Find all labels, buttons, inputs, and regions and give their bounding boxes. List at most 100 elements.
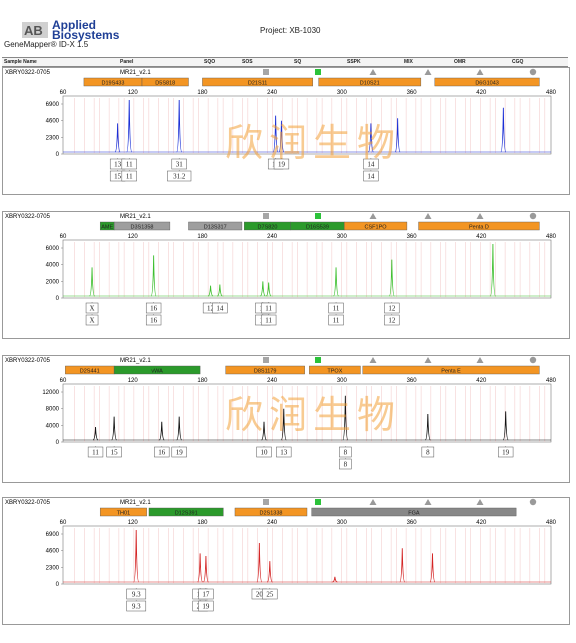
panel-name: MR21_v2.1 <box>120 214 151 220</box>
peak <box>176 416 183 441</box>
quality-flag-triangle-icon <box>369 499 377 505</box>
peak <box>399 548 406 583</box>
col-sspk: SSPK <box>347 59 361 65</box>
y-tick-label: 4000 <box>46 263 60 269</box>
allele-call-label: 19 <box>502 449 510 457</box>
y-tick-label: 0 <box>56 152 60 158</box>
quality-flag-triangle-icon <box>476 357 484 363</box>
col-panel: Panel <box>120 59 134 65</box>
quality-flag-triangle-icon <box>424 357 432 363</box>
allele-call-label: 14 <box>367 161 375 169</box>
x-tick-label: 420 <box>476 378 487 384</box>
x-tick-label: 180 <box>197 378 208 384</box>
x-tick-label: 60 <box>60 520 67 526</box>
allele-call-label: 19 <box>278 161 286 169</box>
y-tick-label: 8000 <box>46 407 60 413</box>
column-header-bar: Sample Name Panel SQO SOS SQ SSPK MIX OM… <box>2 57 568 67</box>
allele-call-label: 31.2 <box>173 173 186 181</box>
allele-call-label: 8 <box>344 449 348 457</box>
allele-call-label: 15 <box>111 449 119 457</box>
allele-call-label: 11 <box>265 317 272 325</box>
locus-bar <box>309 365 361 375</box>
peak <box>280 408 287 441</box>
allele-call-label: 11 <box>126 161 133 169</box>
x-tick-label: 360 <box>407 90 418 96</box>
peak <box>92 426 99 441</box>
peak <box>159 421 165 441</box>
allele-call-label: 16 <box>150 305 158 313</box>
locus-bar <box>362 365 540 375</box>
x-tick-label: 300 <box>337 234 348 240</box>
panel-plot-svg: XBRY0322-0705 MR21_v2.1 D19S433 D5S818 D21S1… <box>5 68 557 182</box>
peak <box>197 553 204 583</box>
allele-call-label: 25 <box>266 591 274 599</box>
peak <box>502 411 509 441</box>
y-tick-label: 4000 <box>46 423 60 429</box>
brand-name: Applied Biosystems <box>52 18 119 41</box>
peak <box>256 542 263 583</box>
peak <box>267 561 273 583</box>
quality-flag-triangle-icon <box>369 213 377 219</box>
quality-flag-triangle-icon <box>476 69 484 75</box>
applied-biosystems-logo-icon: AB <box>22 22 48 38</box>
peak <box>89 267 95 297</box>
x-tick-label: 480 <box>546 234 557 240</box>
peak <box>260 281 266 297</box>
allele-call-label: 11 <box>126 173 133 181</box>
peak <box>114 123 121 153</box>
brand-line1: Applied <box>52 18 96 32</box>
peak <box>207 285 214 297</box>
allele-call-label: 11 <box>92 449 99 457</box>
allele-call-label: 14 <box>367 173 375 181</box>
quality-flag-triangle-icon <box>369 357 377 363</box>
locus-label: Penta E <box>441 369 461 375</box>
quality-flag-green-icon <box>315 213 321 219</box>
y-tick-label: 0 <box>56 582 60 588</box>
y-tick-label: 6000 <box>46 246 60 252</box>
project-title: Project: XB-1030 <box>260 26 321 35</box>
quality-flag-circle-icon <box>529 498 537 506</box>
locus-label: D8S1179 <box>254 369 277 375</box>
peak <box>111 416 118 441</box>
locus-label: CSF1PO <box>365 225 388 231</box>
quality-flag-gray-icon <box>263 213 269 219</box>
locus-label: D6G1043 <box>475 81 499 87</box>
panel-name: MR21_v2.1 <box>120 500 151 506</box>
peak <box>394 118 401 153</box>
x-tick-label: 240 <box>267 378 278 384</box>
x-tick-label: 180 <box>197 90 208 96</box>
locus-bar <box>113 365 201 375</box>
electropherogram-panel-black: XBRY0322-0705 MR21_v2.1 D2S441 vWA D8S1179 TP… <box>2 355 570 483</box>
x-tick-label: 360 <box>407 378 418 384</box>
allele-call-label: 14 <box>216 305 224 313</box>
locus-label: D12S391 <box>175 511 198 517</box>
locus-label: D3S1358 <box>131 225 154 231</box>
quality-flag-green-icon <box>315 357 321 363</box>
x-tick-label: 60 <box>60 378 67 384</box>
peak <box>388 259 395 297</box>
y-tick-label: 2300 <box>46 135 60 141</box>
svg-text:AB: AB <box>24 23 43 38</box>
locus-bar <box>113 221 171 231</box>
x-tick-label: 480 <box>546 520 557 526</box>
locus-bar <box>99 507 147 517</box>
x-tick-label: 420 <box>476 90 487 96</box>
locus-bar <box>141 77 189 87</box>
allele-call-label: 13 <box>114 161 122 169</box>
x-tick-label: 120 <box>128 234 139 240</box>
locus-label: D10S21 <box>360 81 380 87</box>
col-sqo: SQO <box>204 59 216 65</box>
watermark-bottom: 欣润生物 <box>225 393 402 437</box>
allele-call-label: 12 <box>388 305 396 313</box>
peak <box>133 529 140 583</box>
x-tick-label: 480 <box>546 378 557 384</box>
quality-flag-gray-icon <box>263 69 269 75</box>
quality-flag-triangle-icon <box>476 499 484 505</box>
peak <box>333 267 339 297</box>
allele-call-label: 16 <box>158 449 166 457</box>
quality-flag-circle-icon <box>529 212 537 220</box>
x-tick-label: 300 <box>337 520 348 526</box>
electropherogram-panel-blue: XBRY0322-0705 MR21_v2.1 D19S433 D5S818 D21S1… <box>2 67 570 195</box>
allele-call-label: 9.3 <box>132 603 141 611</box>
allele-call-label: 11 <box>333 317 340 325</box>
